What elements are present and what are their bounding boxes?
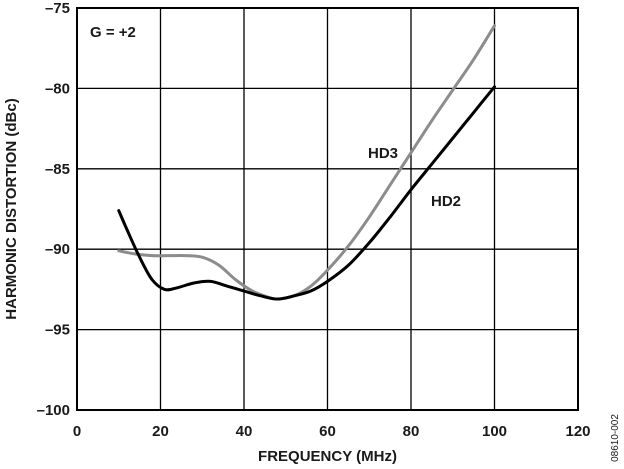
x-tick-label: 20 — [152, 423, 169, 440]
x-tick-label: 120 — [565, 423, 590, 440]
tick-labels: 0 20 40 60 80 100 120 –75 –80 –85 –90 –95 –100 — [37, 0, 591, 440]
y-tick-label: –85 — [45, 161, 70, 178]
x-tick-label: 40 — [236, 423, 253, 440]
y-tick-label: –90 — [45, 241, 70, 258]
y-tick-label: –100 — [37, 402, 70, 419]
x-tick-label: 0 — [73, 423, 81, 440]
figure-id: 08610-002 — [610, 414, 621, 462]
hd2-annotation: HD2 — [431, 193, 461, 210]
series-line-hd3 — [117, 24, 496, 301]
x-tick-label: 80 — [403, 423, 420, 440]
y-tick-label: –80 — [45, 80, 70, 97]
y-tick-label: –75 — [45, 0, 70, 17]
y-tick-label: –95 — [45, 322, 70, 339]
plot-series — [117, 24, 496, 301]
x-axis-label: FREQUENCY (MHz) — [258, 448, 397, 465]
hd3-annotation: HD3 — [368, 145, 398, 162]
x-tick-label: 100 — [482, 423, 507, 440]
y-axis-label: HARMONIC DISTORTION (dBc) — [3, 98, 20, 319]
grid-lines — [77, 8, 578, 410]
series-line-hd2 — [117, 85, 496, 301]
plot-frame — [76, 7, 579, 411]
x-tick-label: 60 — [319, 423, 336, 440]
gain-annotation: G = +2 — [90, 24, 136, 41]
